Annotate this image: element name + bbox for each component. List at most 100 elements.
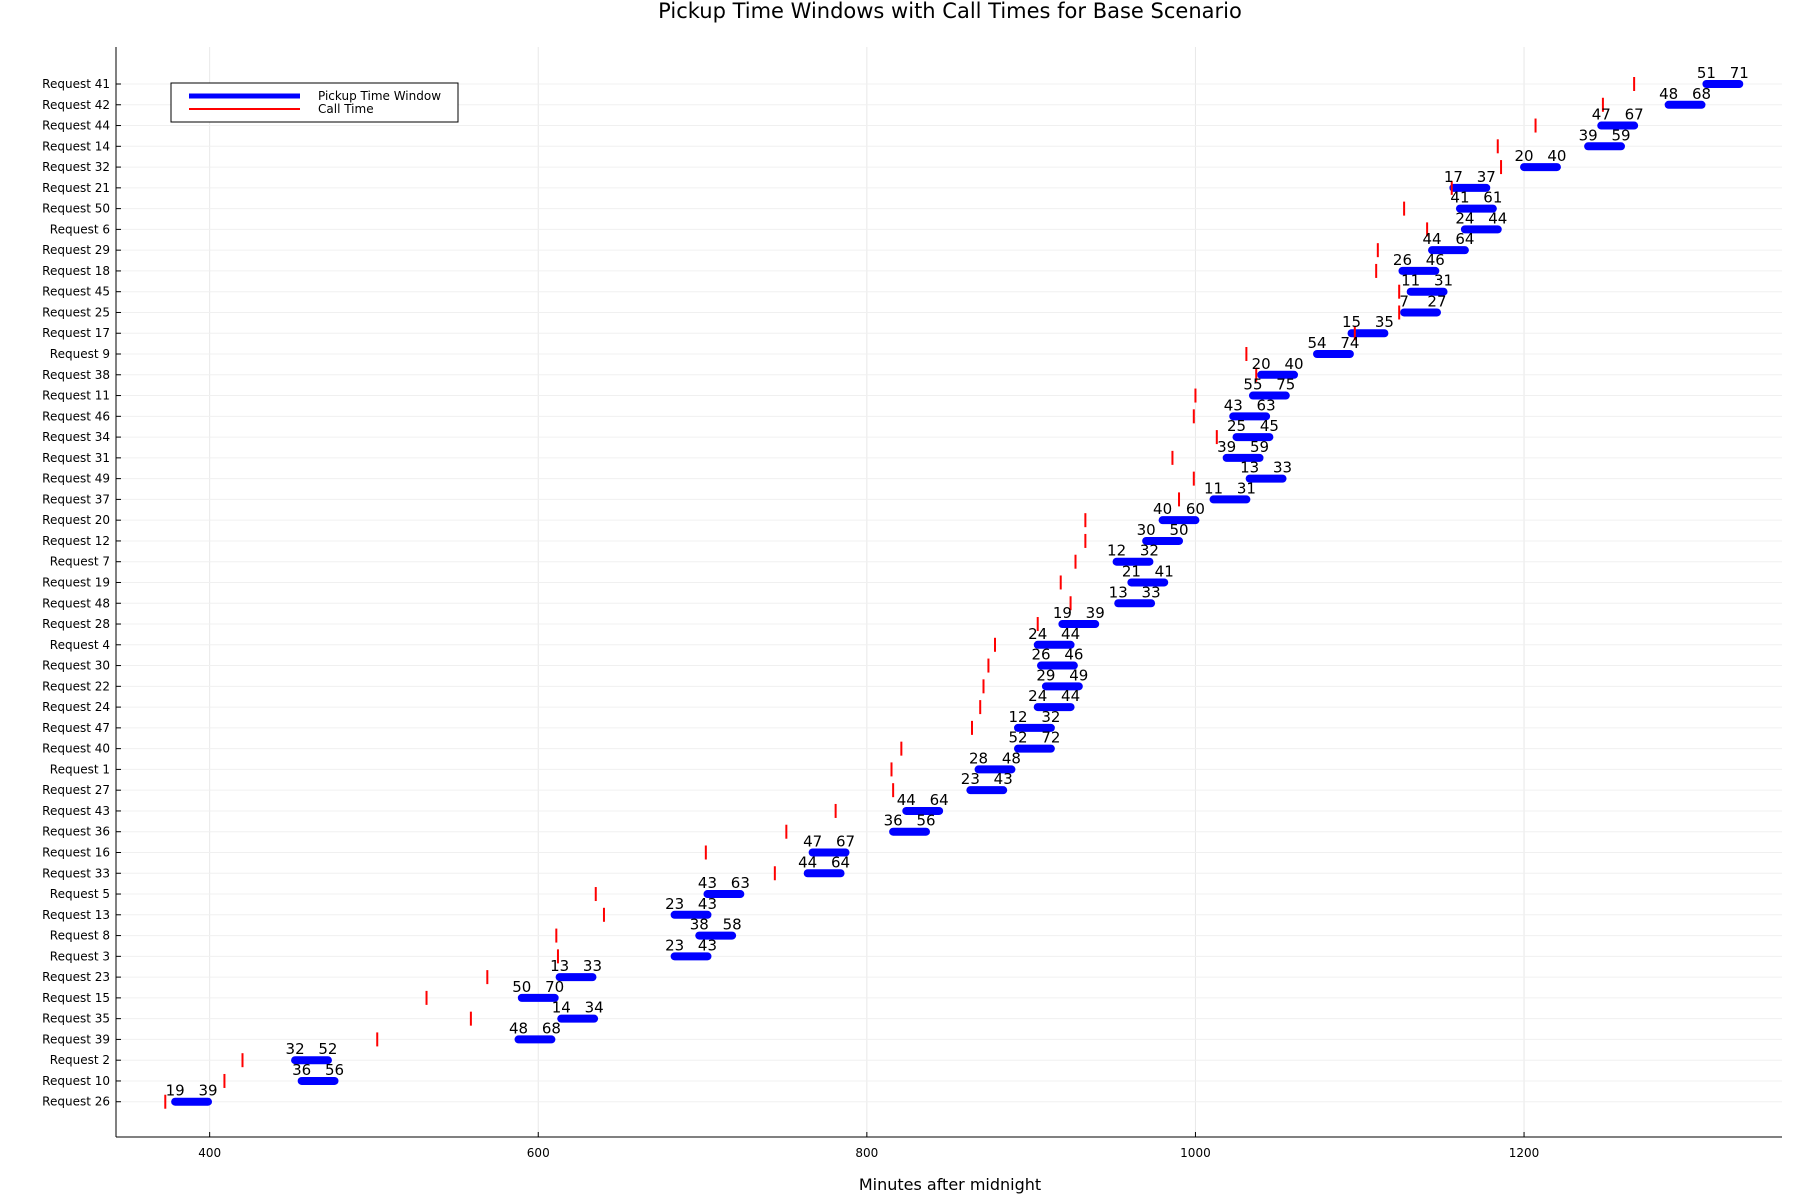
window-start-label: 36: [292, 1061, 311, 1079]
window-start-label: 13: [1109, 583, 1128, 601]
window-end-label: 35: [1375, 313, 1394, 331]
y-tick-label: Request 8: [50, 929, 110, 943]
window-end-label: 63: [731, 874, 750, 892]
window-start-label: 39: [1217, 438, 1236, 456]
window-end-label: 64: [831, 853, 850, 871]
y-tick-label: Request 46: [42, 409, 110, 423]
window-start-label: 23: [961, 770, 980, 788]
y-tick-label: Request 47: [42, 721, 110, 735]
window-start-label: 19: [166, 1082, 185, 1100]
x-tick-label: 600: [527, 1146, 550, 1160]
window-start-label: 23: [665, 895, 684, 913]
window-end-label: 46: [1426, 251, 1445, 269]
legend-label-window: Pickup Time Window: [318, 89, 441, 103]
y-tick-label: Request 6: [50, 222, 110, 236]
window-start-label: 36: [884, 812, 903, 830]
window-start-label: 20: [1252, 355, 1271, 373]
window-end-label: 31: [1434, 272, 1453, 290]
legend-box: [170, 82, 459, 123]
y-tick-label: Request 24: [42, 700, 110, 714]
marks-layer: 51 71 48 68 47 67 39 59 20 40 17 37 41 61 24 44 44 64 26 46…: [164, 64, 1749, 1109]
window-start-label: 30: [1137, 521, 1156, 539]
y-tick-label: Request 40: [42, 742, 110, 756]
window-end-label: 56: [916, 812, 935, 830]
window-end-label: 64: [1455, 230, 1474, 248]
y-tick-label: Request 50: [42, 202, 110, 216]
y-tick-label: Request 30: [42, 659, 110, 673]
window-end-label: 59: [1611, 126, 1630, 144]
grid-layer: [116, 47, 1782, 1137]
window-start-label: 7: [1399, 292, 1409, 310]
y-tick-label: Request 12: [42, 534, 110, 548]
y-tick-label: Request 43: [42, 804, 110, 818]
window-end-label: 43: [698, 936, 717, 954]
window-start-label: 25: [1227, 417, 1246, 435]
window-end-label: 70: [545, 978, 564, 996]
window-end-label: 50: [1169, 521, 1188, 539]
window-end-label: 59: [1250, 438, 1269, 456]
window-start-label: 14: [552, 999, 571, 1017]
y-tick-label: Request 45: [42, 285, 110, 299]
window-start-label: 19: [1053, 604, 1072, 622]
window-end-label: 74: [1340, 334, 1359, 352]
window-start-label: 11: [1401, 272, 1420, 290]
y-tick-label: Request 26: [42, 1095, 110, 1109]
y-tick-label: Request 19: [42, 575, 110, 589]
y-tick-label: Request 22: [42, 679, 110, 693]
window-start-label: 11: [1204, 479, 1223, 497]
y-tick-label: Request 34: [42, 430, 110, 444]
y-tick-label: Request 25: [42, 305, 110, 319]
y-tick-label: Request 29: [42, 243, 110, 257]
window-end-label: 27: [1427, 292, 1446, 310]
chart-title: Pickup Time Windows with Call Times for …: [658, 0, 1242, 23]
x-axis-label: Minutes after midnight: [859, 1175, 1041, 1194]
window-end-label: 75: [1276, 376, 1295, 394]
y-tick-label: Request 37: [42, 492, 110, 506]
y-tick-label: Request 4: [50, 638, 110, 652]
y-tick-label: Request 17: [42, 326, 110, 340]
window-end-label: 34: [585, 999, 604, 1017]
window-start-label: 41: [1450, 189, 1469, 207]
window-start-label: 48: [1659, 85, 1678, 103]
y-tick-label: Request 9: [50, 347, 110, 361]
window-end-label: 32: [1041, 708, 1060, 726]
window-end-label: 68: [1692, 85, 1711, 103]
window-end-label: 71: [1730, 64, 1749, 82]
window-end-label: 44: [1061, 687, 1080, 705]
window-start-label: 13: [1240, 459, 1259, 477]
y-tick-label: Request 21: [42, 181, 110, 195]
y-tick-label: Request 32: [42, 160, 110, 174]
y-tick-label: Request 3: [50, 949, 110, 963]
window-start-label: 40: [1153, 500, 1172, 518]
window-start-label: 15: [1342, 313, 1361, 331]
window-start-label: 52: [1008, 729, 1027, 747]
axes-layer: 400 600 800 1000 1200 Request 41 Request 42 Req…: [42, 47, 1782, 1160]
window-end-label: 40: [1284, 355, 1303, 373]
window-end-label: 32: [1140, 542, 1159, 560]
window-start-label: 28: [969, 749, 988, 767]
y-tick-label: Request 36: [42, 825, 110, 839]
window-end-label: 64: [930, 791, 949, 809]
window-end-label: 40: [1547, 147, 1566, 165]
window-start-label: 43: [1224, 396, 1243, 414]
window-end-label: 31: [1237, 479, 1256, 497]
window-start-label: 26: [1031, 646, 1050, 664]
x-tick-label: 400: [198, 1146, 221, 1160]
window-end-label: 63: [1257, 396, 1276, 414]
window-end-label: 48: [1002, 749, 1021, 767]
legend-label-call: Call Time: [318, 102, 374, 116]
y-tick-label: Request 14: [42, 139, 110, 153]
y-tick-label: Request 1: [50, 762, 110, 776]
window-start-label: 24: [1455, 209, 1474, 227]
window-end-label: 33: [583, 957, 602, 975]
window-start-label: 39: [1579, 126, 1598, 144]
window-start-label: 24: [1028, 625, 1047, 643]
x-tick-label: 1000: [1180, 1146, 1211, 1160]
window-end-label: 37: [1477, 168, 1496, 186]
window-end-label: 46: [1064, 646, 1083, 664]
window-end-label: 44: [1488, 209, 1507, 227]
window-end-label: 68: [542, 1019, 561, 1037]
window-end-label: 43: [994, 770, 1013, 788]
x-tick-label: 800: [855, 1146, 878, 1160]
